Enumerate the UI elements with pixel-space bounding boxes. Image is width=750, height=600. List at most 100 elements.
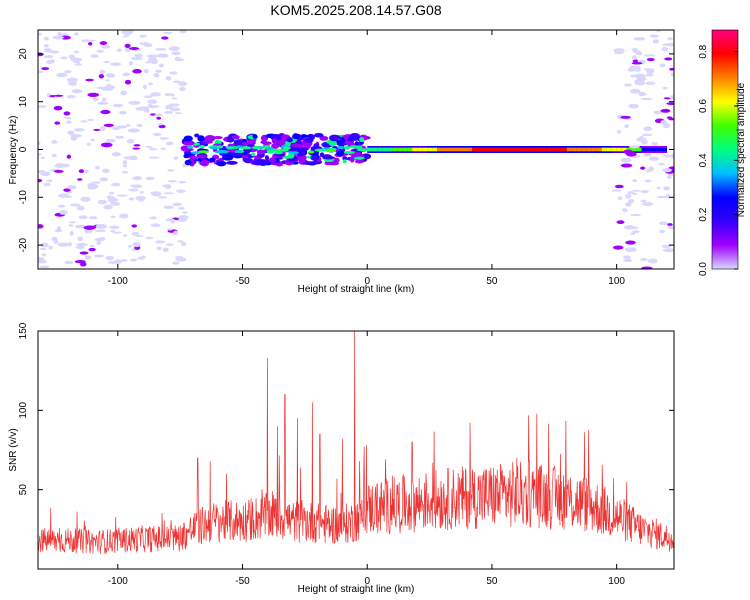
heatmap-cell bbox=[157, 53, 169, 58]
heatmap-cell bbox=[124, 43, 131, 48]
heatmap-cell bbox=[581, 147, 588, 152]
heatmap-cell bbox=[659, 221, 668, 226]
heatmap-cell bbox=[662, 123, 671, 129]
heatmap-cell bbox=[659, 63, 666, 68]
heatmap-cell bbox=[181, 242, 187, 247]
heatmap-cell bbox=[242, 141, 248, 147]
heatmap-cell bbox=[135, 235, 144, 238]
heatmap-cell bbox=[125, 124, 131, 127]
heatmap-cell bbox=[112, 231, 123, 234]
heatmap-cell bbox=[186, 145, 194, 149]
heatmap-cell bbox=[138, 34, 147, 38]
heatmap-cell bbox=[169, 107, 181, 112]
snr-x-axis-label: Height of straight line (km) bbox=[298, 584, 415, 595]
heatmap-cell bbox=[113, 259, 123, 264]
heatmap-cell bbox=[661, 48, 667, 51]
heatmap-cell bbox=[643, 126, 653, 132]
heatmap-cell bbox=[324, 161, 331, 166]
heatmap-cell bbox=[152, 133, 162, 136]
heatmap-cell bbox=[64, 117, 72, 120]
heatmap-cell bbox=[437, 147, 443, 152]
heatmap-cell bbox=[177, 240, 184, 243]
heatmap-cell bbox=[233, 140, 245, 148]
heatmap-cell bbox=[591, 147, 598, 152]
heatmap-cell bbox=[296, 147, 309, 152]
heatmap-cell bbox=[402, 147, 408, 152]
heatmap-cell bbox=[149, 216, 158, 220]
heatmap-cell bbox=[633, 37, 646, 41]
heatmap-cell bbox=[43, 182, 51, 186]
heatmap-cell bbox=[628, 103, 639, 109]
heatmap-cell bbox=[367, 147, 373, 152]
heatmap-cell bbox=[40, 156, 45, 159]
heatmap-cell bbox=[46, 179, 53, 183]
heatmap-cell bbox=[100, 142, 113, 148]
heatmap-cell bbox=[156, 246, 162, 251]
heatmap-cell bbox=[165, 243, 174, 246]
heatmap-cell bbox=[67, 130, 75, 135]
heatmap-cell bbox=[641, 147, 648, 152]
heatmap-cell bbox=[630, 232, 636, 235]
heatmap-cell bbox=[172, 202, 183, 207]
heatmap-cell bbox=[171, 51, 181, 56]
heatmap-cell bbox=[501, 147, 508, 152]
heatmap-cell bbox=[251, 146, 261, 150]
heatmap-cell bbox=[506, 147, 513, 152]
heatmap-cell bbox=[76, 205, 85, 211]
heatmap-cell bbox=[66, 154, 72, 159]
heatmap-cell bbox=[103, 123, 115, 127]
heatmap-cell bbox=[38, 260, 48, 264]
heatmap-cell bbox=[183, 140, 195, 146]
heatmap-cell bbox=[620, 163, 633, 168]
heatmap-cell bbox=[566, 147, 573, 152]
heatmap-cell bbox=[265, 147, 273, 151]
heatmap-cell bbox=[662, 86, 668, 90]
heatmap-cell bbox=[178, 206, 185, 210]
heatmap-cell bbox=[624, 255, 631, 261]
heatmap-cell bbox=[43, 36, 50, 41]
heatmap-cell bbox=[148, 82, 153, 86]
heatmap-cell bbox=[140, 255, 146, 259]
snr-y-tick-label: 100 bbox=[18, 402, 29, 419]
heatmap-cell bbox=[143, 43, 153, 48]
heatmap-cell bbox=[625, 193, 632, 199]
heatmap-cell bbox=[640, 190, 649, 194]
heatmap-cell bbox=[86, 142, 91, 146]
heatmap-cell bbox=[68, 221, 77, 224]
heatmap-cell bbox=[452, 147, 458, 152]
heatmap-cell bbox=[99, 126, 106, 132]
heatmap-cell bbox=[41, 67, 50, 71]
heatmap-cell bbox=[96, 240, 102, 246]
heatmap-cell bbox=[178, 216, 186, 220]
heatmap-cell bbox=[97, 101, 109, 105]
heatmap-cell bbox=[646, 147, 653, 152]
heatmap-cell bbox=[481, 147, 488, 152]
spectrogram-y-tick-label: 0 bbox=[18, 146, 29, 152]
heatmap-cell bbox=[295, 149, 306, 157]
heatmap-cell bbox=[38, 153, 42, 156]
heatmap-cell bbox=[354, 141, 359, 146]
heatmap-cell bbox=[621, 147, 628, 152]
heatmap-cell bbox=[387, 147, 393, 152]
heatmap-cell bbox=[128, 100, 141, 105]
heatmap-cell bbox=[39, 247, 47, 251]
heatmap-cell bbox=[38, 70, 44, 74]
heatmap-cell bbox=[124, 79, 132, 85]
heatmap-cell bbox=[65, 120, 72, 124]
heatmap-cell bbox=[328, 140, 338, 147]
heatmap-cell bbox=[53, 105, 63, 111]
heatmap-cell bbox=[372, 147, 378, 152]
heatmap-cell bbox=[611, 189, 623, 192]
heatmap-cell bbox=[661, 147, 668, 152]
heatmap-cell bbox=[74, 50, 79, 54]
heatmap-cell bbox=[150, 223, 161, 228]
heatmap-cell bbox=[232, 135, 240, 140]
heatmap-cell bbox=[38, 32, 42, 36]
heatmap-cell bbox=[392, 147, 398, 152]
heatmap-cell bbox=[178, 81, 188, 87]
heatmap-cell bbox=[71, 89, 83, 94]
colorbar-gradient bbox=[711, 29, 739, 270]
heatmap-cell bbox=[173, 80, 181, 84]
heatmap-cell bbox=[158, 196, 167, 199]
